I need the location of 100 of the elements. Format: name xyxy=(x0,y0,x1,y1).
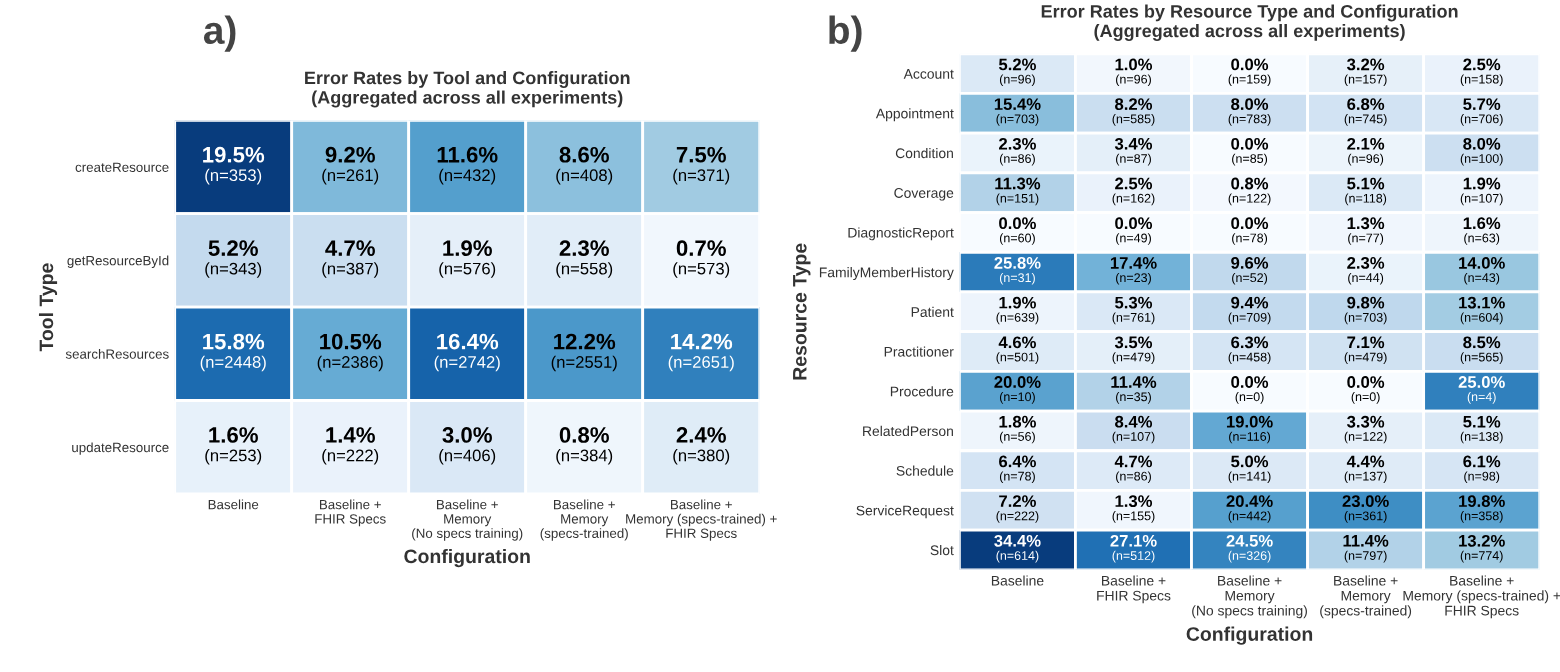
data-label: 5.1% xyxy=(1463,415,1501,428)
data-label: 19.5% xyxy=(203,146,265,163)
data-label: 1.9% xyxy=(999,296,1036,309)
annotation: (n=406) xyxy=(439,449,496,465)
data-label: 1.4% xyxy=(326,427,375,443)
data-label: 0.0% xyxy=(1231,58,1269,71)
data-label: 0.0% xyxy=(1115,217,1153,230)
data-label: 0.0% xyxy=(1231,217,1269,230)
annotation: (n=2651) xyxy=(668,355,734,372)
chart-title: Error Rates by Resource Type and Configuration (Aggregated across all experiments) xyxy=(1041,4,1458,41)
data-label: 1.6% xyxy=(1463,217,1501,230)
data-label: 2.3% xyxy=(559,240,609,257)
data-label: 25.0% xyxy=(1458,376,1505,388)
data-label: 6.8% xyxy=(1347,98,1385,111)
data-label: 15.8% xyxy=(203,333,265,350)
data-label: 0.8% xyxy=(559,427,609,443)
data-label: 17.4% xyxy=(1110,257,1157,269)
data-label: 27.1% xyxy=(1110,534,1157,547)
data-label: 3.3% xyxy=(1347,415,1385,428)
data-label: 3.2% xyxy=(1347,58,1385,71)
annotation: (n=380) xyxy=(673,449,730,465)
data-label: 19.0% xyxy=(1226,415,1273,428)
data-label: 8.6% xyxy=(559,146,609,163)
y-axis-title: Resource Type xyxy=(793,243,811,380)
data-label: 0.0% xyxy=(1231,376,1269,388)
data-label: 6.4% xyxy=(999,455,1036,468)
data-label: 13.2% xyxy=(1459,534,1505,547)
data-label: 8.2% xyxy=(1115,98,1153,111)
data-label: 1.6% xyxy=(209,427,258,443)
data-label: 1.3% xyxy=(1115,495,1153,508)
data-label: 2.1% xyxy=(1347,137,1385,150)
data-label: 5.2% xyxy=(208,240,258,257)
data-label: 0.0% xyxy=(1231,137,1269,150)
data-label: 6.3% xyxy=(1231,336,1269,349)
annotation: (n=2448) xyxy=(200,355,266,372)
data-label: 3.0% xyxy=(442,427,492,443)
data-label: 3.5% xyxy=(1114,336,1153,349)
annotation: (n=253) xyxy=(205,449,262,465)
data-label: 1.9% xyxy=(443,240,492,257)
data-label: 1.3% xyxy=(1347,217,1385,230)
data-label: 5.1% xyxy=(1347,177,1385,190)
data-label: 1.0% xyxy=(1115,58,1153,71)
data-label: 8.0% xyxy=(1463,137,1501,150)
data-label: 9.8% xyxy=(1347,296,1385,309)
data-label: 5.0% xyxy=(1231,455,1269,468)
annotation: (n=576) xyxy=(439,262,496,278)
data-label: 1.9% xyxy=(1463,177,1501,190)
data-label: 4.7% xyxy=(325,240,375,256)
data-label: 0.8% xyxy=(1231,177,1269,190)
annotation: (n=573) xyxy=(673,262,730,278)
annotation: (n=432) xyxy=(439,168,496,185)
data-label: 1.8% xyxy=(999,415,1036,428)
data-label: 23.0% xyxy=(1342,495,1389,508)
data-label: 5.2% xyxy=(998,58,1036,71)
data-label: 9.6% xyxy=(1231,257,1269,269)
data-label: 5.3% xyxy=(1115,296,1153,309)
data-label: 11.3% xyxy=(995,177,1041,190)
data-label: 20.0% xyxy=(994,376,1041,388)
data-label: 8.5% xyxy=(1463,336,1501,349)
data-label: 34.4% xyxy=(994,534,1041,547)
data-label: 0.0% xyxy=(1347,376,1385,388)
y-axis-title: Tool Type xyxy=(38,263,58,352)
data-label: 5.7% xyxy=(1463,98,1501,111)
data-label: 20.4% xyxy=(1226,495,1273,508)
data-label: 19.8% xyxy=(1459,495,1505,508)
data-label: 2.5% xyxy=(1115,177,1153,190)
data-label: 9.4% xyxy=(1231,296,1269,309)
data-label: 2.5% xyxy=(1463,58,1501,71)
data-label: 7.2% xyxy=(999,495,1036,507)
data-label: 11.6% xyxy=(437,146,498,163)
annotation: (n=353) xyxy=(205,168,262,185)
data-label: 8.4% xyxy=(1115,415,1153,428)
data-label: 11.4% xyxy=(1343,534,1389,547)
annotation: (n=371) xyxy=(673,168,730,185)
data-label: 2.3% xyxy=(1347,257,1385,269)
data-label: 14.0% xyxy=(1459,257,1505,269)
data-label: 4.6% xyxy=(998,336,1036,349)
data-label: 13.1% xyxy=(1459,296,1505,309)
annotation: (n=2551) xyxy=(551,355,617,372)
annotation: (n=558) xyxy=(556,262,613,278)
data-label: 0.7% xyxy=(676,240,726,257)
data-label: 25.8% xyxy=(994,257,1041,269)
data-label: 2.3% xyxy=(999,137,1036,150)
annotation: (n=2742) xyxy=(434,355,500,372)
data-label: 8.0% xyxy=(1231,98,1269,111)
data-label: 14.2% xyxy=(671,333,733,350)
data-label: 24.5% xyxy=(1226,534,1273,547)
data-label: 11.4% xyxy=(1111,376,1157,388)
annotation: (n=387) xyxy=(322,262,379,278)
chart-title: Error Rates by Tool and Configuration (Aggregated across all experiments) xyxy=(305,71,630,108)
data-label: 3.4% xyxy=(1114,137,1153,150)
text: b) xyxy=(829,15,862,52)
data-label: 4.7% xyxy=(1114,455,1153,468)
annotation: (n=384) xyxy=(556,449,613,465)
data-label: 16.4% xyxy=(437,333,499,350)
x-axis-title: Configuration xyxy=(1186,626,1313,645)
data-label: 6.1% xyxy=(1463,455,1501,468)
data-label: 7.1% xyxy=(1347,336,1385,349)
data-label: 2.4% xyxy=(676,427,726,443)
annotation: (n=408) xyxy=(556,168,613,185)
